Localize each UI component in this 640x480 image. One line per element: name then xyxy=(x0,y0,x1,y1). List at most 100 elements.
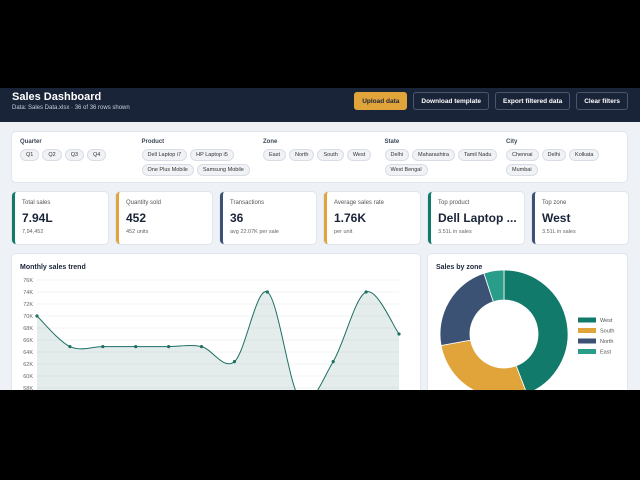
chip[interactable]: West Bengal xyxy=(384,164,428,176)
chip[interactable]: Delhi xyxy=(541,149,567,161)
legend-label: South xyxy=(600,329,614,335)
point xyxy=(167,345,171,349)
header: Sales Dashboard Data: Sales Data.xlsx · … xyxy=(0,88,640,122)
chip-list: Q1 Q2 Q3 Q4 xyxy=(20,149,135,161)
chip[interactable]: Q3 xyxy=(64,149,85,161)
legend-swatch xyxy=(578,338,596,344)
chip-list: Chennai Delhi Kolkata Mumbai xyxy=(506,149,621,176)
chip[interactable]: Mumbai xyxy=(506,164,538,176)
y-tick-label: 58K xyxy=(23,386,33,390)
point xyxy=(68,345,72,349)
filter-label: Product xyxy=(141,139,165,145)
kpi-note: per unit xyxy=(334,229,353,235)
pie-card: Sales by zone West South North East xyxy=(428,254,627,390)
legend-label: West xyxy=(600,318,613,324)
filter-group: Product Dell Laptop i7 HP Laptop i5 One Plu… xyxy=(141,139,257,176)
kpi-value: 1.76K xyxy=(334,211,367,225)
chip[interactable]: Samsung Mobile xyxy=(196,164,250,176)
pie-chart: Sales by zone West South North East xyxy=(436,264,614,390)
point xyxy=(331,360,335,364)
y-tick-label: 66K xyxy=(23,338,33,344)
pie-slice xyxy=(483,269,505,303)
line-card: Monthly sales trend56K58K60K62K64K66K68K… xyxy=(12,254,420,390)
chip[interactable]: North xyxy=(289,149,315,161)
kpi-value: Dell Laptop ... xyxy=(438,211,517,225)
point xyxy=(35,314,39,318)
kpi-card: Transactions 36 avg 22.07K per sale xyxy=(220,192,316,244)
kpi-label: Top product xyxy=(438,200,470,206)
kpi-note: 3.51L in sales xyxy=(438,229,472,235)
y-tick-label: 64K xyxy=(23,350,33,356)
kpi-value: 7.94L xyxy=(22,211,53,225)
button[interactable]: Export filtered data xyxy=(494,92,571,110)
y-tick-label: 74K xyxy=(23,290,33,296)
legend-swatch xyxy=(578,317,596,323)
filter-label: Quarter xyxy=(20,139,42,145)
dashboard: Sales Dashboard Data: Sales Data.xlsx · … xyxy=(0,88,640,390)
chip[interactable]: One Plus Mobile xyxy=(141,164,194,176)
chip[interactable]: Maharashtra xyxy=(412,149,455,161)
kpi-note: avg 22.07K per sale xyxy=(230,229,279,235)
kpi-value: West xyxy=(542,211,571,225)
chip[interactable]: HP Laptop i5 xyxy=(190,149,234,161)
point xyxy=(397,332,401,336)
filter-label: City xyxy=(506,139,518,145)
filter-group: City Chennai Delhi Kolkata Mumbai xyxy=(506,139,621,176)
chip[interactable]: South xyxy=(317,149,344,161)
chip-list: Dell Laptop i7 HP Laptop i5 One Plus Mobil… xyxy=(141,149,257,176)
chip[interactable]: Chennai xyxy=(506,149,539,161)
filter-panel: Quarter Q1 Q2 Q3 Q4 Product Dell Laptop i7 HP L… xyxy=(12,132,627,182)
filter-label: Zone xyxy=(263,139,278,145)
button[interactable]: Clear filters xyxy=(576,92,628,110)
kpi-value: 452 xyxy=(126,211,147,225)
button[interactable]: Download template xyxy=(413,92,489,110)
point xyxy=(199,345,204,349)
y-tick-label: 72K xyxy=(23,302,33,308)
chip-list: East North South West xyxy=(263,149,378,161)
filter-group: Quarter Q1 Q2 Q3 Q4 xyxy=(20,139,135,161)
legend-swatch xyxy=(578,349,596,354)
kpi-label: Average sales rate xyxy=(334,200,384,206)
pie-slice xyxy=(440,339,526,390)
title: Sales Dashboard xyxy=(12,91,102,103)
pie-slice xyxy=(439,272,494,346)
chip[interactable]: Tamil Nadu xyxy=(457,149,498,161)
line-chart: Monthly sales trend56K58K60K62K64K66K68K… xyxy=(20,264,401,390)
kpi-card: Top zone West 3.51L in sales xyxy=(532,192,628,244)
legend-label: East xyxy=(600,350,611,356)
legend-label: North xyxy=(600,339,613,345)
kpi-label: Transactions xyxy=(230,200,265,206)
y-tick-label: 68K xyxy=(23,326,33,332)
chip[interactable]: West xyxy=(346,149,372,161)
chip[interactable]: East xyxy=(263,149,287,161)
button[interactable]: Upload data xyxy=(354,92,408,110)
point xyxy=(364,290,368,294)
kpi-note: 7,94,452 xyxy=(22,229,44,235)
chip[interactable]: Q4 xyxy=(87,149,107,161)
kpi-card: Total sales 7.94L 7,94,452 xyxy=(12,192,108,244)
point xyxy=(101,345,105,349)
chip[interactable]: Delhi xyxy=(384,149,410,161)
chip[interactable]: Kolkata xyxy=(569,149,600,161)
point xyxy=(232,360,237,364)
chip[interactable]: Q1 xyxy=(20,149,40,161)
kpi-note: 452 units xyxy=(126,229,149,235)
kpi-card: Top product Dell Laptop ... 3.51L in sales xyxy=(428,192,524,244)
kpi-label: Quantity sold xyxy=(126,200,162,206)
kpi-label: Total sales xyxy=(22,200,51,206)
kpi-note: 3.51L in sales xyxy=(542,229,576,235)
toolbar: Upload data Download template Export filte… xyxy=(354,92,628,110)
chip[interactable]: Q2 xyxy=(42,149,62,161)
legend-swatch xyxy=(578,328,596,333)
kpi-label: Top zone xyxy=(542,200,567,206)
chip-list: Delhi Maharashtra Tamil Nadu West Bengal xyxy=(384,149,500,176)
chip[interactable]: Dell Laptop i7 xyxy=(141,149,188,161)
y-tick-label: 70K xyxy=(23,314,33,320)
area xyxy=(37,291,399,390)
pie-slice xyxy=(503,269,569,390)
subtitle: Data: Sales Data.xlsx · 36 of 36 rows sh… xyxy=(12,105,130,111)
filter-group: State Delhi Maharashtra Tamil Nadu West Beng… xyxy=(384,139,500,176)
kpi-card: Quantity sold 452 452 units xyxy=(116,192,212,244)
chart-title: Sales by zone xyxy=(436,264,482,271)
